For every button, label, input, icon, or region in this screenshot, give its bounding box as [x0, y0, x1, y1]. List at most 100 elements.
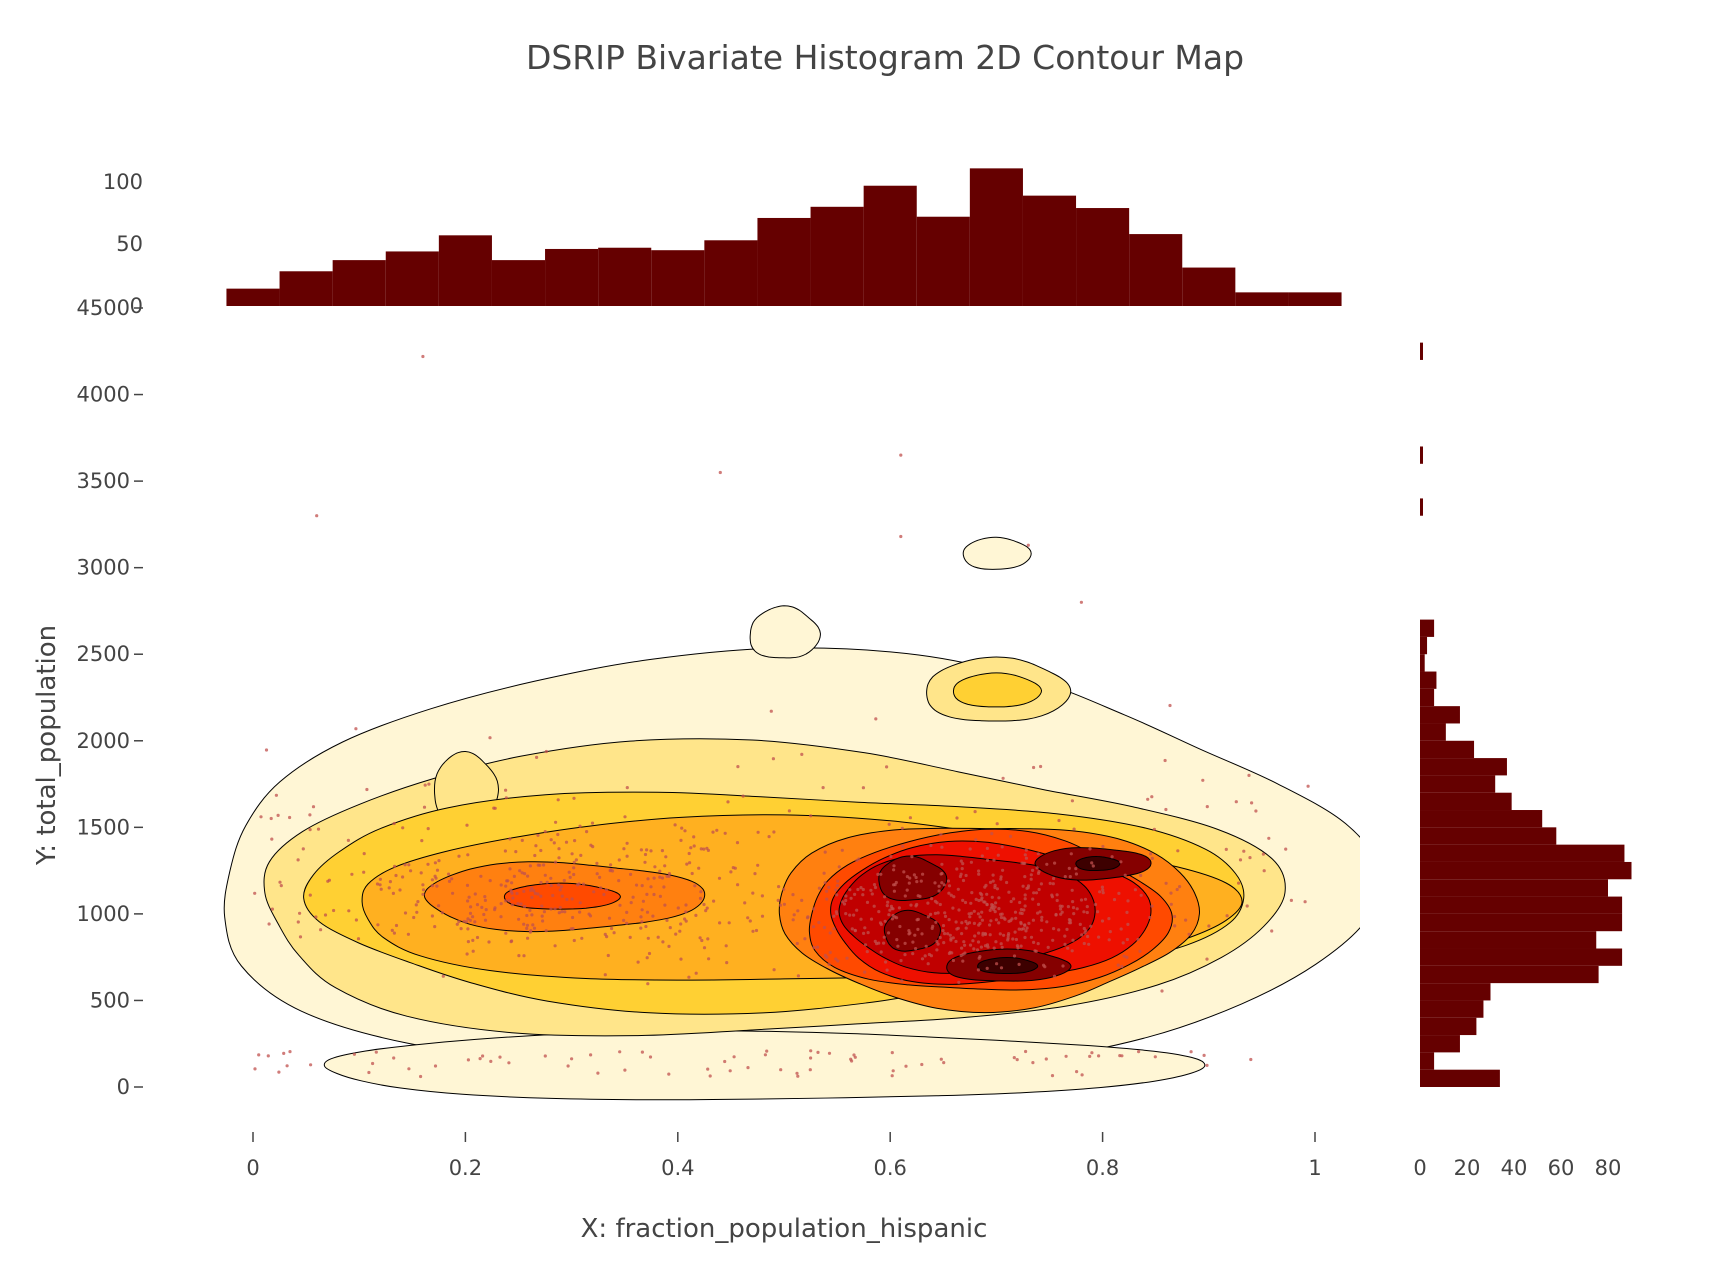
scatter-point [401, 875, 405, 879]
scatter-point [897, 906, 902, 910]
scatter-point [796, 909, 800, 913]
scatter-point [1040, 915, 1044, 920]
top-histogram [226, 168, 1342, 306]
scatter-point [996, 853, 1000, 857]
scatter-point [825, 889, 829, 893]
scatter-point [536, 892, 540, 896]
right-histogram-bar [1420, 913, 1623, 932]
right-histogram-tick-label: 40 [1501, 1156, 1528, 1180]
scatter-point [505, 879, 509, 883]
right-histogram-bar [1420, 983, 1491, 1001]
scatter-point [667, 944, 671, 949]
scatter-point [1107, 917, 1111, 921]
y-tick-label: 2500 [77, 642, 130, 666]
scatter-point [1014, 916, 1018, 920]
scatter-point [687, 975, 691, 979]
scatter-point [278, 880, 282, 884]
scatter-point [1083, 931, 1087, 935]
right-histogram-bar [1420, 1035, 1460, 1053]
scatter-point [969, 901, 973, 905]
scatter-point [1116, 963, 1120, 967]
scatter-point [419, 871, 423, 875]
scatter-point [618, 903, 622, 907]
top-histogram-tick-label: 0 [130, 294, 143, 318]
scatter-point [572, 796, 576, 800]
scatter-point [938, 935, 942, 940]
scatter-point [1036, 902, 1041, 907]
scatter-point [990, 903, 994, 907]
scatter-point [1046, 945, 1050, 950]
top-histogram-bar [438, 235, 492, 306]
scatter-point [1068, 875, 1072, 879]
scatter-point [891, 1069, 895, 1073]
scatter-point [795, 941, 799, 946]
scatter-point [985, 903, 989, 907]
scatter-point [625, 854, 629, 858]
scatter-point [606, 953, 610, 958]
scatter-point [984, 883, 988, 888]
scatter-point [1029, 935, 1034, 939]
scatter-point [1120, 965, 1124, 969]
scatter-point [1044, 1057, 1048, 1061]
scatter-point [558, 906, 562, 910]
scatter-point [736, 765, 740, 769]
scatter-point [711, 830, 715, 834]
scatter-point [308, 828, 312, 832]
scatter-point [822, 871, 826, 875]
scatter-point [572, 860, 576, 864]
scatter-point [1063, 875, 1067, 879]
scatter-point [828, 931, 832, 935]
scatter-point [706, 1067, 710, 1071]
scatter-point [910, 855, 914, 859]
scatter-point [426, 862, 430, 866]
top-histogram-bar [1182, 267, 1236, 306]
scatter-point [466, 927, 470, 931]
scatter-point [1088, 847, 1092, 851]
scatter-point [960, 946, 964, 950]
scatter-point [1057, 928, 1061, 932]
scatter-point [892, 864, 896, 868]
scatter-point [309, 1063, 313, 1067]
scatter-point [849, 896, 853, 900]
scatter-point [1043, 965, 1047, 969]
scatter-point [323, 913, 328, 917]
scatter-point [791, 893, 795, 897]
top-histogram-bar [332, 260, 386, 306]
scatter-point [936, 942, 940, 946]
scatter-point [952, 895, 956, 899]
scatter-point [828, 950, 832, 955]
scatter-point [920, 932, 924, 936]
scatter-point [760, 894, 765, 898]
scatter-point [668, 926, 672, 930]
scatter-point [589, 843, 593, 847]
scatter-point [1150, 904, 1154, 908]
scatter-point [557, 911, 561, 915]
scatter-point [1031, 897, 1035, 901]
top-histogram-bar [1076, 208, 1130, 306]
top-histogram-bar [1129, 234, 1183, 306]
scatter-point [530, 895, 534, 900]
scatter-point [1178, 885, 1182, 889]
right-histogram-bar [1420, 775, 1496, 793]
scatter-point [947, 884, 952, 888]
scatter-point [729, 870, 733, 874]
scatter-point [803, 937, 807, 941]
scatter-point [648, 1055, 653, 1059]
scatter-point [646, 982, 650, 986]
scatter-point [948, 933, 952, 937]
scatter-point [421, 892, 425, 896]
scatter-point [421, 883, 425, 887]
scatter-point [911, 940, 915, 944]
scatter-point [920, 1062, 924, 1067]
scatter-point [863, 926, 867, 930]
scatter-point [1048, 881, 1052, 886]
scatter-point [855, 908, 859, 912]
scatter-point [834, 888, 838, 892]
scatter-point [1173, 924, 1177, 928]
scatter-point [571, 927, 575, 931]
right-histogram-bar [1420, 965, 1599, 984]
scatter-point [1169, 902, 1173, 906]
scatter-point [420, 839, 424, 843]
scatter-point [869, 888, 873, 892]
scatter-point [504, 931, 508, 935]
